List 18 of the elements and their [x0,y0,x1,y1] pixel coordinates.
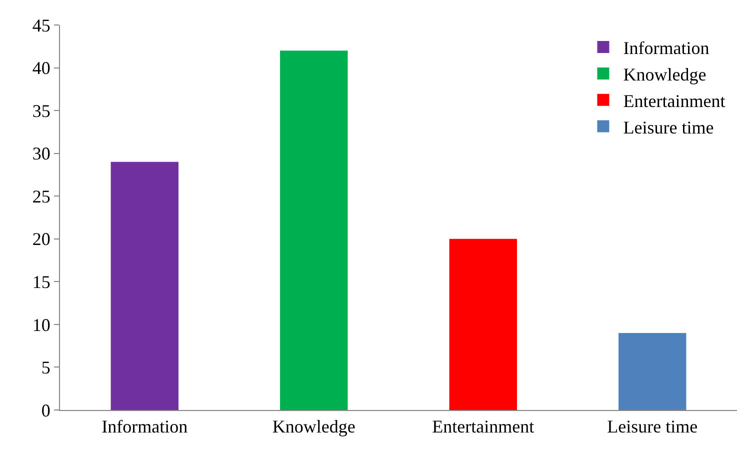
y-tick-label: 5 [41,358,50,378]
x-tick-label: Leisure time [607,416,698,437]
legend-label: Entertainment [623,90,726,111]
x-tick-label: Entertainment [432,416,534,437]
y-tick-label: 15 [32,272,50,292]
y-tick-label: 35 [32,100,50,121]
legend-label: Leisure time [623,117,714,138]
y-tick-label: 30 [32,144,50,164]
x-tick-label: Information [102,416,188,437]
y-tick-label: 45 [32,15,50,36]
legend-label: Information [623,38,710,58]
y-tick-label: 40 [32,58,50,78]
legend-label: Knowledge [623,64,706,84]
y-tick-label: 25 [32,186,50,206]
x-tick-label: Knowledge [272,416,356,437]
y-tick-label: 20 [32,229,50,250]
y-tick-label: 0 [41,400,50,420]
y-tick-label: 10 [32,314,50,335]
